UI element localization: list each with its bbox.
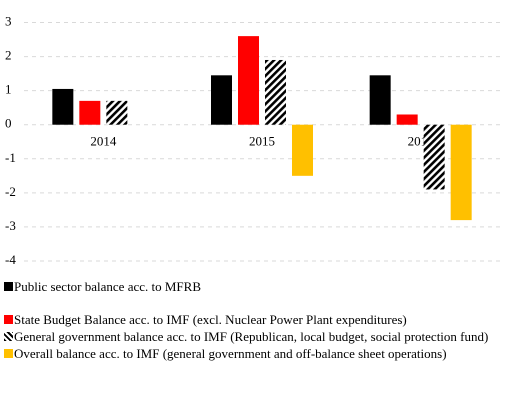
legend-entry: Public sector balance acc. to MFRB [4,278,514,295]
bar [211,75,232,125]
legend-swatch [4,315,13,324]
legend-label: State Budget Balance acc. to IMF (excl. … [14,312,407,327]
bar [106,100,128,125]
legend-entry: Overall balance acc. to IMF (general gov… [4,345,514,362]
bar [450,124,472,221]
legend-label: Overall balance acc. to IMF (general gov… [14,346,447,361]
bar [292,124,313,176]
legend: Public sector balance acc. to MFRB State … [4,278,514,362]
bar [79,100,101,125]
y-tick-label: 0 [5,116,12,131]
legend-label: General government balance acc. to IMF (… [14,329,489,344]
bar [52,88,74,125]
y-tick-label: -4 [5,252,16,267]
legend-swatch [4,332,13,341]
legend-label: Public sector balance acc. to MFRB [14,279,202,294]
bar [396,114,418,125]
y-tick-label: -1 [5,150,16,165]
y-tick-label: 2 [5,48,12,63]
y-tick-label: -2 [5,184,16,199]
bar [265,59,286,125]
legend-entry: State Budget Balance acc. to IMF (excl. … [4,311,514,328]
x-tick-label: 2014 [90,134,117,149]
legend-swatch [4,349,13,358]
x-tick-label: 2015 [249,134,275,149]
bar [238,36,259,125]
y-tick-label: 3 [5,13,12,28]
bar [423,124,445,190]
y-tick-label: 1 [5,82,12,97]
legend-swatch [4,282,13,291]
y-tick-label: -3 [5,218,16,233]
bar [369,75,391,125]
legend-entry: General government balance acc. to IMF (… [4,328,514,345]
